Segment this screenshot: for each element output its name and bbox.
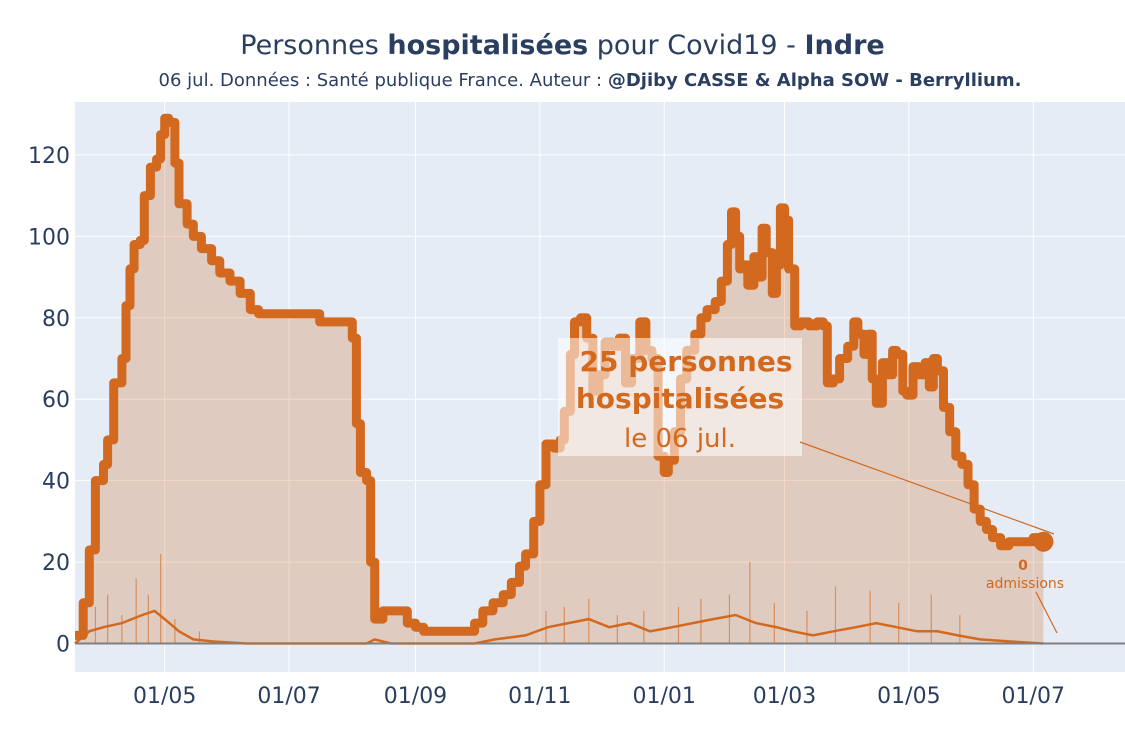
annotation-label: hospitalisées xyxy=(576,382,784,415)
title-prefix: Personnes xyxy=(240,30,388,61)
x-tick-label: 01/09 xyxy=(384,684,447,709)
y-axis-ticks: 0 20 40 60 80 100 120 xyxy=(28,144,70,658)
annotation-date: le 06 jul. xyxy=(624,424,736,454)
annotation-arrow xyxy=(799,441,1055,535)
admissions-line xyxy=(74,609,1044,645)
subtitle-prefix: 06 jul. Données : Santé publique France.… xyxy=(158,70,608,91)
x-tick-label: 01/07 xyxy=(1002,684,1065,709)
hospitalized-area xyxy=(75,118,1044,644)
admissions-arrow xyxy=(1035,591,1058,634)
title-bold: hospitalisées xyxy=(387,30,589,61)
x-axis-ticks: 01/05 01/07 01/09 01/11 01/01 01/03 01/05 01/07 xyxy=(133,684,1065,709)
x-tick-label: 01/05 xyxy=(133,684,196,709)
page-subtitle: 06 jul. Données : Santé publique France.… xyxy=(0,70,1125,91)
y-tick-label: 0 xyxy=(56,633,70,658)
title-middle: pour Covid19 - xyxy=(588,30,805,61)
admissions-label: admissions xyxy=(986,576,1064,592)
annotation-value: 25 personnes xyxy=(580,345,793,378)
x-tick-label: 01/07 xyxy=(257,684,320,709)
y-tick-label: 120 xyxy=(28,144,70,169)
last-point-marker xyxy=(1033,531,1054,552)
y-tick-label: 20 xyxy=(42,551,70,576)
admission-spikes xyxy=(94,553,961,644)
x-tick-label: 01/05 xyxy=(877,684,940,709)
y-tick-label: 80 xyxy=(42,307,70,332)
x-tick-label: 01/01 xyxy=(633,684,696,709)
subtitle-author: @Djiby CASSE & Alpha SOW - Berryllium. xyxy=(607,70,1022,91)
annotation-box xyxy=(558,338,802,456)
y-tick-label: 60 xyxy=(42,388,70,413)
hospitalized-line xyxy=(75,113,1048,640)
x-tick-label: 01/11 xyxy=(508,684,571,709)
title-region: Indre xyxy=(804,30,885,61)
x-tick-label: 01/03 xyxy=(753,684,816,709)
y-tick-label: 100 xyxy=(28,225,70,250)
y-tick-label: 40 xyxy=(42,470,70,495)
page-title: Personnes hospitalisées pour Covid19 - I… xyxy=(0,30,1125,61)
admissions-value: 0 xyxy=(1018,558,1028,574)
